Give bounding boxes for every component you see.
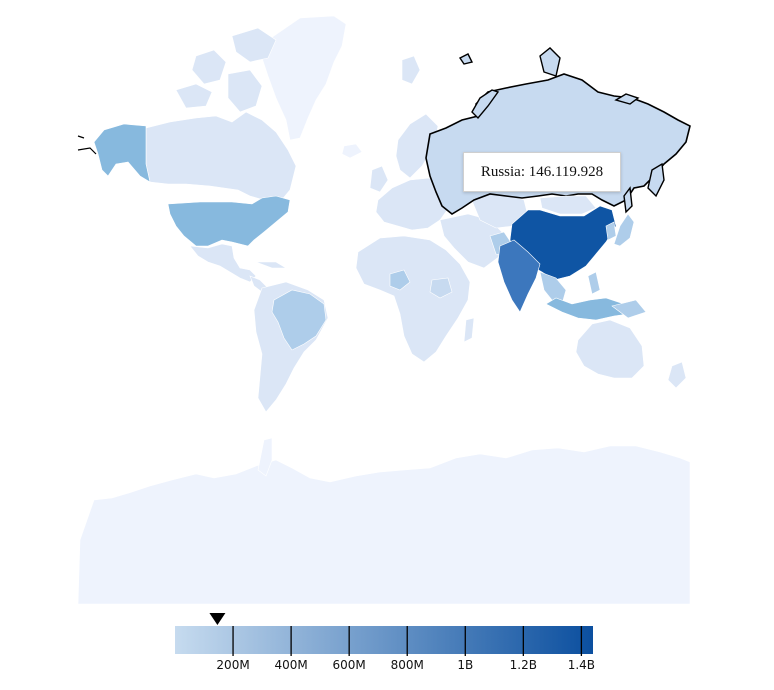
region-siberian-islands[interactable] <box>614 93 640 105</box>
region-kamchatka[interactable] <box>647 162 665 198</box>
country-greenland[interactable] <box>261 15 347 141</box>
country-iceland[interactable] <box>341 143 363 159</box>
region-sakhalin[interactable] <box>623 186 633 214</box>
country-canada[interactable] <box>145 111 297 203</box>
region-caribbean[interactable] <box>255 261 288 269</box>
country-mongolia[interactable] <box>539 195 597 215</box>
region-franz-josef[interactable] <box>458 53 474 65</box>
country-australia[interactable] <box>575 319 645 379</box>
country-new-zealand[interactable] <box>667 361 687 389</box>
region-canada-islands-2[interactable] <box>191 49 227 85</box>
country-tooltip: Russia: 146.119.928 <box>463 152 621 192</box>
legend-tick-label-0: 200M <box>216 658 249 672</box>
region-novaya-zemlya[interactable] <box>471 89 500 120</box>
legend-tick-label-2: 600M <box>333 658 366 672</box>
region-papua[interactable] <box>611 299 647 319</box>
country-usa[interactable] <box>167 195 291 247</box>
country-india[interactable] <box>497 239 541 313</box>
legend-tick-label-4: 1B <box>457 658 473 672</box>
country-japan[interactable] <box>613 213 635 247</box>
region-severnaya[interactable] <box>539 47 561 77</box>
country-brazil[interactable] <box>271 289 327 351</box>
region-canada-islands-4[interactable] <box>227 69 263 113</box>
region-antarctica[interactable] <box>77 445 691 605</box>
legend-tick-label-1: 400M <box>274 658 307 672</box>
region-africa[interactable] <box>355 235 471 363</box>
region-canada-islands[interactable] <box>231 27 277 63</box>
country-mexico[interactable] <box>189 243 257 283</box>
legend-tick-label-3: 800M <box>391 658 424 672</box>
legend-gradient-bar <box>175 626 593 654</box>
country-nigeria[interactable] <box>389 269 411 291</box>
legend-indicator-icon <box>209 613 226 625</box>
legend-ticks: 200M 400M 600M 800M 1B 1.2B 1.4B <box>216 626 595 672</box>
legend-tick-label-5: 1.2B <box>510 658 537 672</box>
legend: 200M 400M 600M 800M 1B 1.2B 1.4B <box>175 613 595 672</box>
legend-tick-label-6: 1.4B <box>568 658 595 672</box>
region-antarctic-peninsula[interactable] <box>257 437 273 477</box>
country-ethiopia[interactable] <box>429 277 453 299</box>
country-madagascar[interactable] <box>463 317 475 343</box>
country-russia[interactable] <box>425 73 691 215</box>
region-canada-islands-3[interactable] <box>175 83 213 109</box>
country-philippines[interactable] <box>587 271 601 295</box>
region-alaska[interactable] <box>93 123 151 183</box>
region-aleutians <box>77 135 97 155</box>
country-korea[interactable] <box>605 221 617 241</box>
region-uk[interactable] <box>369 165 389 193</box>
region-svalbard[interactable] <box>401 55 421 85</box>
